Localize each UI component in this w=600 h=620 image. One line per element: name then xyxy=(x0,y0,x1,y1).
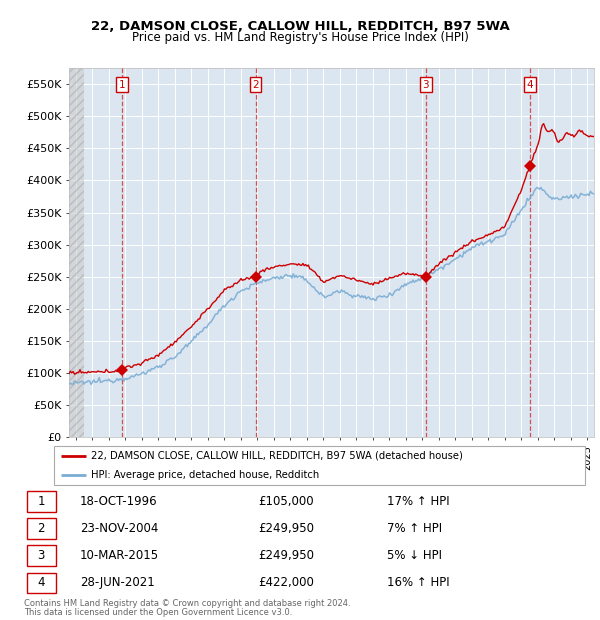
Text: 17% ↑ HPI: 17% ↑ HPI xyxy=(387,495,449,508)
Text: £422,000: £422,000 xyxy=(259,577,314,590)
Text: 18-OCT-1996: 18-OCT-1996 xyxy=(80,495,157,508)
Text: 22, DAMSON CLOSE, CALLOW HILL, REDDITCH, B97 5WA: 22, DAMSON CLOSE, CALLOW HILL, REDDITCH,… xyxy=(91,20,509,33)
FancyBboxPatch shape xyxy=(27,573,56,593)
Text: 4: 4 xyxy=(526,80,533,90)
Text: 16% ↑ HPI: 16% ↑ HPI xyxy=(387,577,449,590)
FancyBboxPatch shape xyxy=(53,446,586,485)
Text: 3: 3 xyxy=(38,549,45,562)
Text: 2: 2 xyxy=(38,522,45,535)
Text: 3: 3 xyxy=(422,80,429,90)
FancyBboxPatch shape xyxy=(27,491,56,512)
Text: 2: 2 xyxy=(252,80,259,90)
Text: £249,950: £249,950 xyxy=(259,549,314,562)
Text: 4: 4 xyxy=(38,577,45,590)
Text: 1: 1 xyxy=(38,495,45,508)
Text: 22, DAMSON CLOSE, CALLOW HILL, REDDITCH, B97 5WA (detached house): 22, DAMSON CLOSE, CALLOW HILL, REDDITCH,… xyxy=(91,451,463,461)
Text: £105,000: £105,000 xyxy=(259,495,314,508)
Text: 28-JUN-2021: 28-JUN-2021 xyxy=(80,577,155,590)
Text: Price paid vs. HM Land Registry's House Price Index (HPI): Price paid vs. HM Land Registry's House … xyxy=(131,31,469,44)
FancyBboxPatch shape xyxy=(27,518,56,539)
Text: 1: 1 xyxy=(119,80,125,90)
Text: £249,950: £249,950 xyxy=(259,522,314,535)
Text: Contains HM Land Registry data © Crown copyright and database right 2024.: Contains HM Land Registry data © Crown c… xyxy=(24,600,350,608)
Text: 10-MAR-2015: 10-MAR-2015 xyxy=(80,549,159,562)
Bar xyxy=(69,68,84,437)
Text: HPI: Average price, detached house, Redditch: HPI: Average price, detached house, Redd… xyxy=(91,471,320,480)
Text: This data is licensed under the Open Government Licence v3.0.: This data is licensed under the Open Gov… xyxy=(24,608,292,617)
Text: 23-NOV-2004: 23-NOV-2004 xyxy=(80,522,158,535)
Text: 7% ↑ HPI: 7% ↑ HPI xyxy=(387,522,442,535)
Text: 5% ↓ HPI: 5% ↓ HPI xyxy=(387,549,442,562)
FancyBboxPatch shape xyxy=(27,546,56,566)
